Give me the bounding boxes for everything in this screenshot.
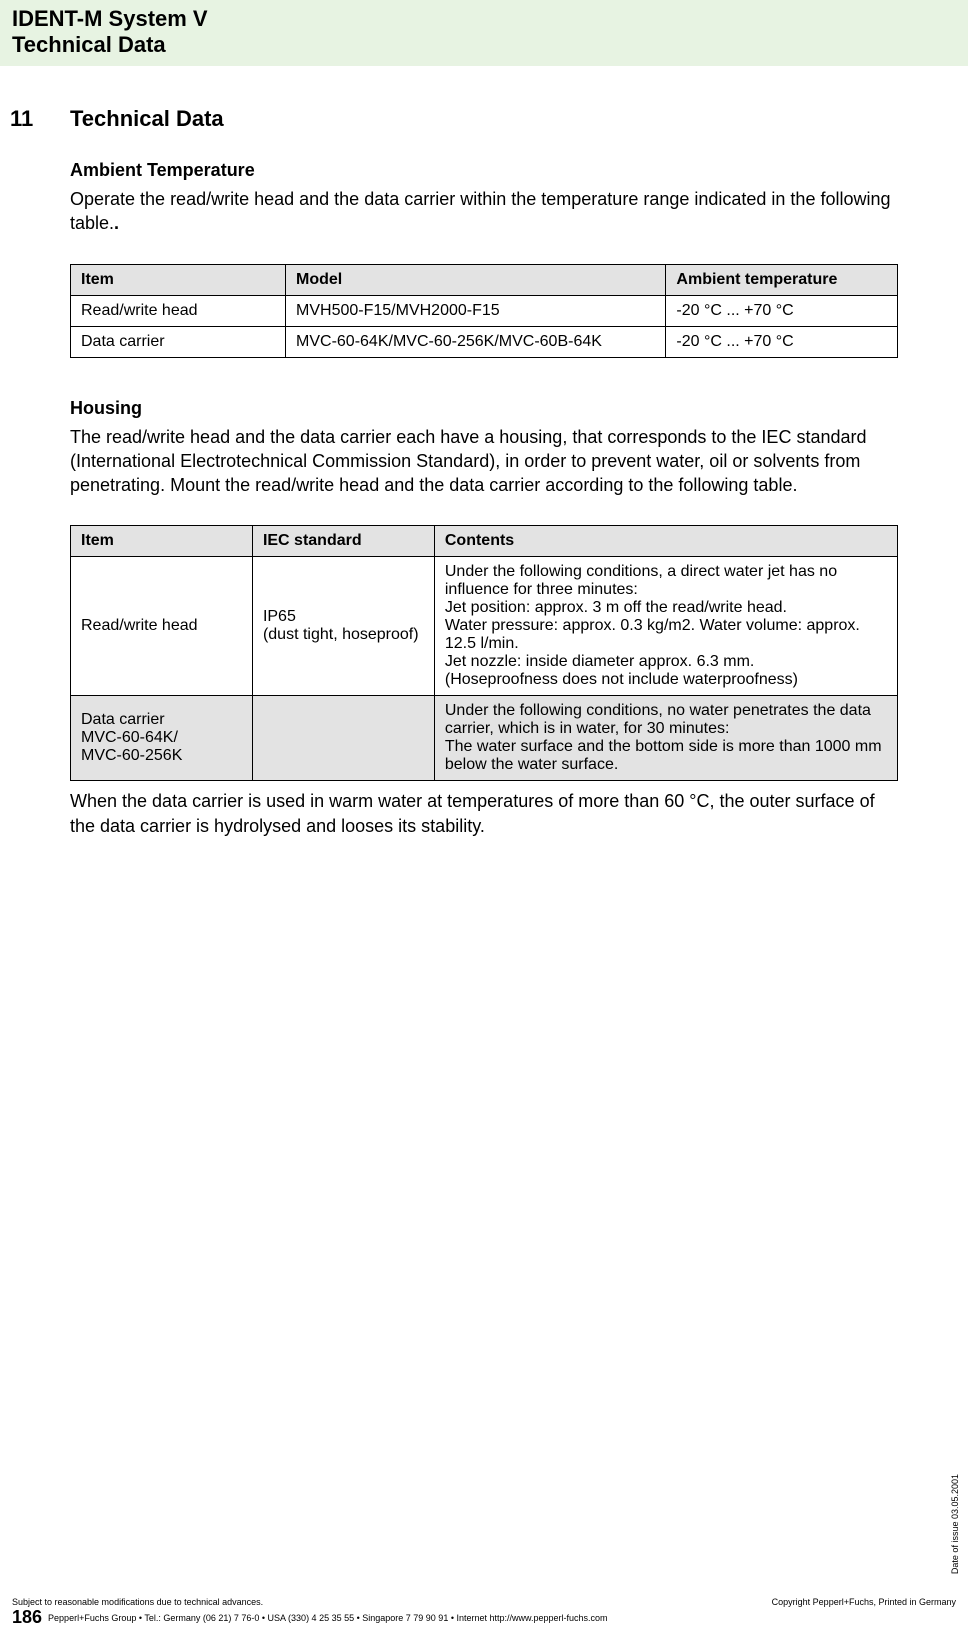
footer-left-text: Subject to reasonable modifications due … [12, 1597, 263, 1607]
table-cell: Read/write head [71, 557, 253, 696]
table-header-cell: IEC standard [252, 526, 434, 557]
table-row: Data carrier MVC-60-64K/ MVC-60-256K Und… [71, 696, 898, 781]
table-cell: Read/write head [71, 295, 286, 326]
table-header-cell: Item [71, 526, 253, 557]
table-cell: -20 °C ... +70 °C [666, 326, 898, 357]
footer-contact-text: Pepperl+Fuchs Group • Tel.: Germany (06 … [48, 1613, 608, 1623]
table-cell: MVC-60-64K/MVC-60-256K/MVC-60B-64K [286, 326, 666, 357]
table-header-cell: Model [286, 264, 666, 295]
table-header-row: Item Model Ambient temperature [71, 264, 898, 295]
table-header-row: Item IEC standard Contents [71, 526, 898, 557]
ambient-paragraph: Operate the read/write head and the data… [70, 187, 898, 236]
table-cell: MVH500-F15/MVH2000-F15 [286, 295, 666, 326]
page-number: 186 [12, 1607, 42, 1628]
footer-line-1: Subject to reasonable modifications due … [0, 1597, 968, 1607]
content-area: 11 Technical Data Ambient Temperature Op… [0, 66, 968, 838]
footer-right-text: Copyright Pepperl+Fuchs, Printed in Germ… [772, 1597, 956, 1607]
table-cell: Under the following conditions, no water… [434, 696, 897, 781]
housing-heading: Housing [70, 398, 898, 419]
table-cell: -20 °C ... +70 °C [666, 295, 898, 326]
header-subtitle: Technical Data [12, 32, 956, 58]
ambient-paragraph-text: Operate the read/write head and the data… [70, 189, 891, 233]
table-row: Data carrier MVC-60-64K/MVC-60-256K/MVC-… [71, 326, 898, 357]
section-title: Technical Data [70, 106, 224, 132]
document-header: IDENT-M System V Technical Data [0, 0, 968, 66]
housing-paragraph: The read/write head and the data carrier… [70, 425, 898, 498]
table-header-cell: Contents [434, 526, 897, 557]
footer-line-2: 186 Pepperl+Fuchs Group • Tel.: Germany … [0, 1607, 968, 1628]
table-row: Read/write head IP65 (dust tight, hosepr… [71, 557, 898, 696]
table-header-cell: Item [71, 264, 286, 295]
ambient-temperature-table: Item Model Ambient temperature Read/writ… [70, 264, 898, 358]
section-number: 11 [10, 106, 70, 132]
table-cell [252, 696, 434, 781]
page: IDENT-M System V Technical Data 11 Techn… [0, 0, 968, 1634]
table-cell: Data carrier [71, 326, 286, 357]
date-of-issue: Date of issue 03.05.2001 [950, 1474, 960, 1574]
table-row: Read/write head MVH500-F15/MVH2000-F15 -… [71, 295, 898, 326]
table-header-cell: Ambient temperature [666, 264, 898, 295]
table-cell: IP65 (dust tight, hoseproof) [252, 557, 434, 696]
table-cell: Data carrier MVC-60-64K/ MVC-60-256K [71, 696, 253, 781]
table-cell: Under the following conditions, a direct… [434, 557, 897, 696]
header-title: IDENT-M System V [12, 6, 956, 32]
ambient-heading: Ambient Temperature [70, 160, 898, 181]
page-footer: Subject to reasonable modifications due … [0, 1597, 968, 1628]
section-heading-row: 11 Technical Data [70, 106, 898, 132]
closing-paragraph: When the data carrier is used in warm wa… [70, 789, 898, 838]
housing-table: Item IEC standard Contents Read/write he… [70, 525, 898, 781]
